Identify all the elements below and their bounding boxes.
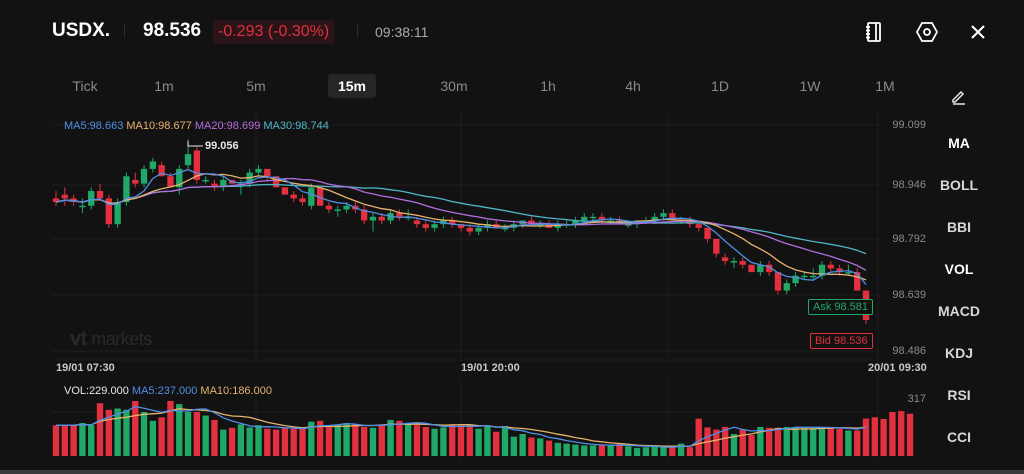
bid-price-tag: Bid 98.536 xyxy=(810,333,873,349)
ma5-value: MA5:98.663 xyxy=(64,120,124,132)
settings-hexagon-icon[interactable] xyxy=(915,20,939,44)
time-axis-label: 19/01 07:30 xyxy=(56,362,115,374)
tab-1m[interactable]: 1M xyxy=(875,78,895,94)
price-change-badge: -0.293 (-0.30%) xyxy=(213,20,335,44)
ma20-value: MA20:98.699 xyxy=(194,120,261,132)
tab-tick[interactable]: Tick xyxy=(72,78,98,94)
volume-legend: VOL:229.000 MA5:237.000 MA10:186.000 xyxy=(64,385,272,397)
ask-price-tag: Ask 98.581 xyxy=(808,299,874,315)
timeframe-tabs: Tick 1m 5m 15m 30m 1h 4h 1D 1W 1M xyxy=(0,70,930,102)
high-price-marker: 99.056 xyxy=(205,140,239,152)
time-axis-label: 20/01 09:30 xyxy=(868,362,927,374)
indicator-vol[interactable]: VOL xyxy=(944,261,974,277)
indicator-bbi[interactable]: BBI xyxy=(946,219,972,235)
tab-5m[interactable]: 5m xyxy=(246,78,266,94)
volume-axis-label: 317 xyxy=(907,393,926,405)
price-axis-label: 98.792 xyxy=(892,233,926,245)
server-time: 09:38:11 xyxy=(375,24,429,40)
indicator-boll[interactable]: BOLL xyxy=(939,177,979,193)
symbol-name[interactable]: USDX. xyxy=(52,20,111,41)
tab-1h[interactable]: 1h xyxy=(540,78,556,94)
price-axis-label: 98.946 xyxy=(892,179,926,191)
vol-ma5-value: MA5:237.000 xyxy=(131,385,198,397)
tab-1d[interactable]: 1D xyxy=(711,78,729,94)
indicator-cci[interactable]: CCI xyxy=(946,429,972,445)
header-bar: USDX. 98.536 -0.293 (-0.30%) 09:38:11 xyxy=(0,0,1024,64)
price-axis-label: 98.486 xyxy=(892,345,926,357)
indicator-rsi[interactable]: RSI xyxy=(947,387,971,403)
indicator-macd[interactable]: MACD xyxy=(938,303,980,319)
price-axis-label: 98.639 xyxy=(892,289,926,301)
vol-value: VOL:229.000 xyxy=(64,385,129,397)
ma30-value: MA30:98.744 xyxy=(263,120,329,132)
indicator-ma[interactable]: MA xyxy=(948,135,970,151)
vol-ma10-value: MA10:186.000 xyxy=(200,385,272,397)
tab-30m[interactable]: 30m xyxy=(440,78,468,94)
tab-15m[interactable]: 15m xyxy=(327,74,377,98)
current-price: 98.536 xyxy=(143,20,202,41)
vt-markets-watermark: vt markets xyxy=(70,328,152,350)
tab-4h[interactable]: 4h xyxy=(625,78,641,94)
tab-1m[interactable]: 1m xyxy=(154,78,174,94)
ma-legend: MA5:98.663 MA10:98.677 MA20:98.699 MA30:… xyxy=(64,120,329,132)
time-axis-label: 19/01 20:00 xyxy=(461,362,520,374)
divider xyxy=(124,24,125,38)
pencil-draw-icon[interactable] xyxy=(950,87,968,105)
notebook-icon[interactable] xyxy=(862,20,886,44)
divider xyxy=(357,24,358,38)
bottom-border xyxy=(0,470,1024,474)
indicator-kdj[interactable]: KDJ xyxy=(944,345,973,361)
price-axis-label: 99.099 xyxy=(892,119,926,131)
tab-1w[interactable]: 1W xyxy=(799,78,821,94)
close-icon[interactable] xyxy=(966,20,990,44)
ma10-value: MA10:98.677 xyxy=(126,120,192,132)
